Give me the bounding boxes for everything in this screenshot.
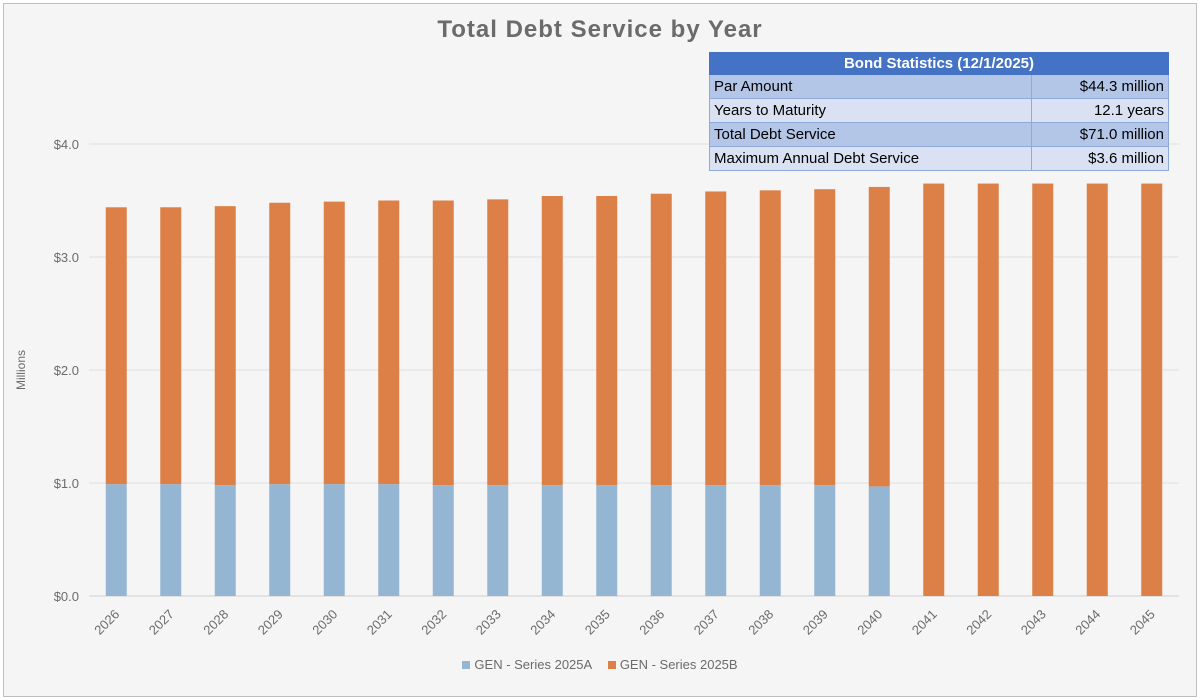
bar-series-b-2038 <box>759 190 781 486</box>
bar-series-b-2039 <box>814 189 836 486</box>
bar-series-a-2037 <box>705 485 727 596</box>
table-row: Maximum Annual Debt Service $3.6 million <box>709 146 1169 171</box>
bar-series-b-2037 <box>705 191 727 486</box>
legend-item-series-a: GEN - Series 2025A <box>462 657 592 672</box>
row-label: Maximum Annual Debt Service <box>709 146 1032 171</box>
bar-series-a-2031 <box>378 484 400 596</box>
row-value: $44.3 million <box>1031 74 1169 99</box>
bar-series-a-2033 <box>487 485 509 596</box>
bar-series-a-2029 <box>269 484 291 596</box>
x-tick-label: 2031 <box>364 607 395 638</box>
x-tick-label: 2040 <box>854 607 885 638</box>
row-label: Total Debt Service <box>709 122 1032 147</box>
x-tick-label: 2045 <box>1127 607 1158 638</box>
x-tick-label: 2044 <box>1072 607 1103 638</box>
y-tick-label: $1.0 <box>54 476 79 491</box>
legend-swatch <box>462 661 471 669</box>
x-tick-label: 2035 <box>582 607 613 638</box>
legend-label: GEN - Series 2025A <box>474 657 593 672</box>
bar-series-a-2036 <box>650 485 672 596</box>
row-value: $71.0 million <box>1031 122 1169 147</box>
x-tick-label: 2032 <box>418 607 449 638</box>
table-row: Years to Maturity 12.1 years <box>709 98 1169 123</box>
legend-label: GEN - Series 2025B <box>619 657 738 672</box>
bar-series-b-2044 <box>1086 183 1108 597</box>
bar-series-b-2032 <box>432 200 454 486</box>
y-tick-label: $2.0 <box>54 363 79 378</box>
table-header: Bond Statistics (12/1/2025) <box>709 52 1169 75</box>
bar-series-b-2042 <box>977 183 999 597</box>
bar-series-a-2034 <box>541 485 563 596</box>
x-tick-label: 2042 <box>963 607 994 638</box>
x-tick-label: 2043 <box>1018 607 1049 638</box>
bar-series-b-2040 <box>868 186 890 487</box>
y-tick-label: $0.0 <box>54 589 79 604</box>
x-tick-label: 2038 <box>745 607 776 638</box>
bar-series-b-2033 <box>487 199 509 486</box>
bar-series-b-2036 <box>650 193 672 486</box>
row-value: $3.6 million <box>1031 146 1169 171</box>
bar-series-b-2029 <box>269 202 291 485</box>
bar-series-b-2043 <box>1032 183 1054 597</box>
bar-series-a-2032 <box>432 485 454 596</box>
bar-series-b-2035 <box>596 195 618 486</box>
x-tick-label: 2041 <box>909 607 940 638</box>
bar-series-a-2039 <box>814 485 836 596</box>
x-tick-label: 2037 <box>691 607 722 638</box>
y-tick-label: $4.0 <box>54 137 79 152</box>
bar-series-a-2035 <box>596 485 618 596</box>
bond-statistics-table: Bond Statistics (12/1/2025) Par Amount $4… <box>709 52 1169 171</box>
bar-series-b-2027 <box>160 207 182 485</box>
bar-series-b-2031 <box>378 200 400 485</box>
table-row: Total Debt Service $71.0 million <box>709 122 1169 147</box>
legend: GEN - Series 2025A GEN - Series 2025B <box>0 657 1200 672</box>
y-axis-label: Millions <box>14 350 28 390</box>
legend-swatch <box>607 661 616 669</box>
bar-series-a-2040 <box>868 486 890 596</box>
x-tick-label: 2034 <box>527 607 558 638</box>
x-tick-label: 2039 <box>800 607 831 638</box>
bar-series-b-2045 <box>1141 183 1163 597</box>
bar-series-b-2041 <box>923 183 945 597</box>
x-tick-label: 2029 <box>255 607 286 638</box>
x-tick-label: 2026 <box>91 607 122 638</box>
legend-item-series-b: GEN - Series 2025B <box>607 657 738 672</box>
bar-series-a-2026 <box>105 484 127 596</box>
bar-series-a-2028 <box>214 485 236 596</box>
bar-series-b-2028 <box>214 206 236 486</box>
x-tick-label: 2030 <box>309 607 340 638</box>
bar-series-b-2026 <box>105 207 127 485</box>
x-tick-label: 2033 <box>473 607 504 638</box>
bar-series-a-2030 <box>323 484 345 596</box>
chart-title: Total Debt Service by Year <box>437 16 763 43</box>
y-tick-label: $3.0 <box>54 250 79 265</box>
bar-series-b-2030 <box>323 201 345 485</box>
table-row: Par Amount $44.3 million <box>709 74 1169 99</box>
bar-series-a-2027 <box>160 484 182 596</box>
x-tick-label: 2036 <box>636 607 667 638</box>
bar-series-b-2034 <box>541 195 563 486</box>
x-tick-label: 2028 <box>200 607 231 638</box>
row-label: Par Amount <box>709 74 1032 99</box>
bar-series-a-2038 <box>759 485 781 596</box>
x-tick-label: 2027 <box>146 607 177 638</box>
row-label: Years to Maturity <box>709 98 1032 123</box>
row-value: 12.1 years <box>1031 98 1169 123</box>
